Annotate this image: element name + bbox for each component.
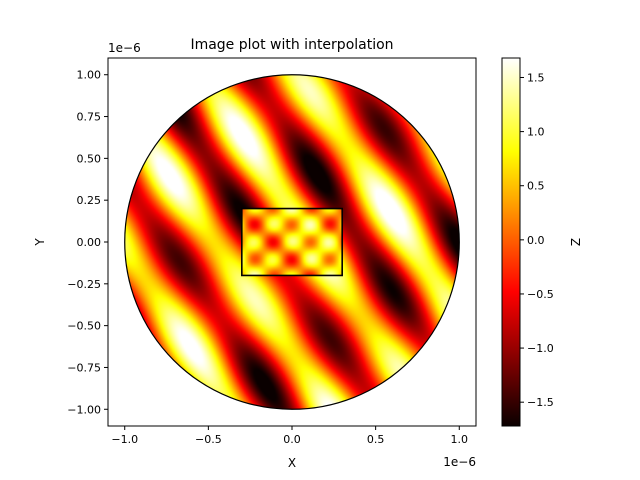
chart-title: Image plot with interpolation bbox=[190, 37, 393, 53]
colorbar-tick-label: 1.0 bbox=[527, 126, 545, 139]
y-tick-label: −0.75 bbox=[67, 361, 101, 374]
colorbar-tick-label: −0.5 bbox=[527, 288, 554, 301]
x-tick-label: 0.0 bbox=[283, 433, 301, 446]
x-tick-label: −1.0 bbox=[111, 433, 138, 446]
colorbar-tick-label: 0.5 bbox=[527, 180, 545, 193]
y-tick-label: 0.25 bbox=[77, 194, 102, 207]
y-tick-label: −0.50 bbox=[67, 320, 101, 333]
y-tick-label: −1.00 bbox=[67, 403, 101, 416]
clip-circle-outline bbox=[124, 74, 460, 410]
x-axis-ticks: −1.0 −0.5 0.0 0.5 1.0 bbox=[111, 426, 468, 446]
interpolated-image bbox=[124, 74, 460, 410]
x-tick-label: 1.0 bbox=[451, 433, 469, 446]
x-axis-offset-label: 1e−6 bbox=[443, 455, 476, 469]
x-axis-label: X bbox=[288, 456, 296, 470]
y-tick-label: 0.75 bbox=[77, 111, 102, 124]
x-tick-label: 0.5 bbox=[367, 433, 385, 446]
y-axis-label: Y bbox=[33, 238, 47, 247]
colorbar-tick-label: −1.5 bbox=[527, 396, 554, 409]
heatmap-image bbox=[124, 74, 460, 410]
highlight-rectangle bbox=[241, 207, 343, 277]
y-axis-offset-label: 1e−6 bbox=[108, 41, 141, 55]
y-tick-label: 0.00 bbox=[77, 236, 102, 249]
y-axis-ticks: −1.00 −0.75 −0.50 −0.25 0.00 0.25 0.50 0.75 1.00 bbox=[67, 69, 108, 416]
colorbar-tick-label: 1.5 bbox=[527, 71, 545, 84]
colorbar: −1.5 −1.0 −0.5 0.0 0.5 1.0 1.5 Z bbox=[501, 57, 583, 427]
x-tick-label: −0.5 bbox=[195, 433, 222, 446]
plot-area: −1.0 −0.5 0.0 0.5 1.0 −1.00 −0.75 −0.50 −0.25 0.… bbox=[67, 57, 477, 446]
colorbar-ticks: −1.5 −1.0 −0.5 0.0 0.5 1.0 1.5 bbox=[520, 71, 554, 409]
y-tick-label: 1.00 bbox=[77, 69, 102, 82]
y-tick-label: −0.25 bbox=[67, 278, 101, 291]
colorbar-tick-label: −1.0 bbox=[527, 342, 554, 355]
colorbar-gradient bbox=[501, 57, 521, 427]
colorbar-tick-label: 0.0 bbox=[527, 234, 545, 247]
y-tick-label: 0.50 bbox=[77, 152, 102, 165]
colorbar-label: Z bbox=[569, 238, 583, 246]
